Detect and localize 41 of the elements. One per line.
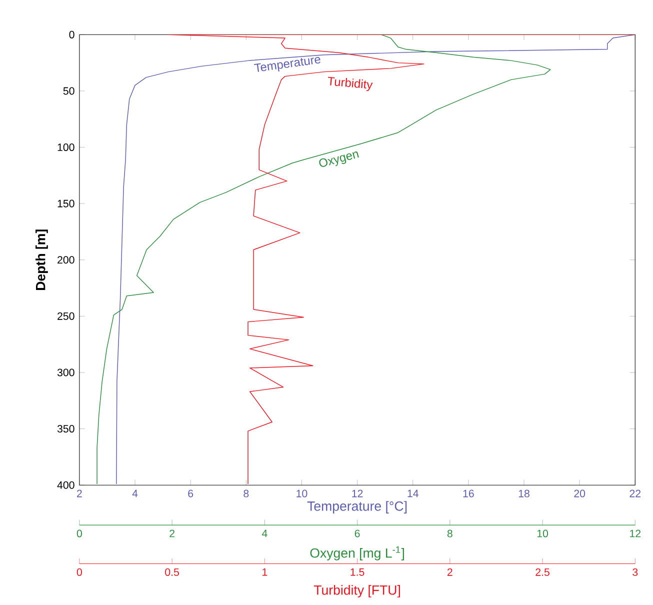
y-tick-label: 150 [58,200,74,208]
y-tick-label: 350 [57,425,74,433]
x-tick-label: 2.5 [536,568,550,576]
x-tick-label: 20 [574,490,586,498]
x-tick-label: 6 [354,530,360,538]
x-tick-label: 0 [76,568,82,576]
x-tick-label: 8 [447,530,452,538]
x-tick-label: 1 [262,568,268,576]
x-tick-label: 0.5 [165,568,179,576]
x-tick-label: 2 [77,490,82,498]
x-tick-label: 8 [244,490,249,498]
x-tick-label: 12 [630,530,641,538]
x-tick-label: 10 [296,490,308,498]
x-tick-label: 6 [188,490,194,498]
y-axis-title: Depth [m] [36,230,48,290]
x-tick-label: 14 [408,490,418,498]
x-tick-label: 10 [537,530,548,538]
x-tick-label: 2 [170,530,174,538]
series-label: Turbidity [328,76,373,92]
x-tick-label: 3 [632,568,638,576]
y-tick-label: 0 [69,30,74,38]
text: Oxygen [319,152,359,167]
x-tick-label: 12 [352,490,363,498]
x-tick-label: 4 [132,490,138,498]
y-tick-label: 50 [63,87,74,95]
x-axis-title: Turbidity [FTU] [314,585,400,598]
x-tick-label: 16 [463,490,474,498]
y-tick-label: 100 [58,144,74,152]
x-tick-label: 1.5 [350,568,364,576]
x-tick-label: 2 [447,568,452,576]
x-axis-title: Temperature [°C] [307,501,407,514]
y-tick-label: 400 [57,481,74,489]
text: Temperature [254,57,320,72]
y-tick-label: 200 [58,256,74,264]
x-tick-label: 0 [76,530,82,538]
x-tick-label: 22 [630,490,641,498]
y-tick-label: 250 [58,312,74,320]
x-tick-label: 18 [518,490,530,498]
y-tick-label: 300 [57,368,74,376]
x-tick-label: 4 [262,530,268,538]
x-axis-title: Oxygen [mg L$^{-1}$] [310,546,404,560]
